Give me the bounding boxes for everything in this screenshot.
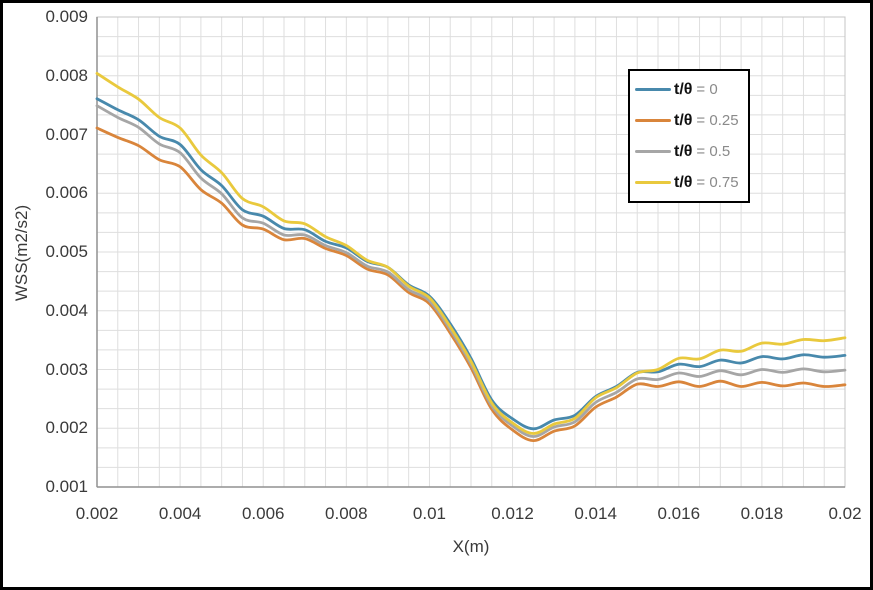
x-axis-title: X(m) [452,537,490,556]
series-line-3 [95,72,847,435]
series-line-0 [95,97,847,431]
y-tick-label: 0.003 [45,359,88,379]
legend-label-symbol: t/θ [674,111,693,129]
legend-label-symbol: t/θ [674,80,693,98]
series-line-1 [95,126,847,443]
y-tick-label: 0.009 [45,7,88,26]
legend-item: t/θ = 0.75 [630,174,748,192]
legend-line-swatch [635,181,671,184]
legend-item: t/θ = 0 [630,81,748,99]
legend-label-value: = 0 [696,81,718,98]
y-tick-label: 0.001 [45,477,88,496]
legend-label-symbol: t/θ [674,142,693,160]
y-tick-label: 0.008 [45,65,88,85]
y-tick-label: 0.005 [45,242,88,261]
x-tick-label: 0.018 [740,504,784,523]
x-tick-label: 0.006 [241,504,285,523]
legend-label-value: = 0.75 [696,174,739,191]
y-tick-label: 0.007 [45,124,88,144]
y-tick-label: 0.002 [45,418,88,438]
x-tick-label: 0.02 [828,504,862,523]
legend-line-swatch [635,150,671,153]
y-tick-label: 0.006 [45,183,88,203]
y-tick-label: 0.004 [45,300,88,320]
legend-line-swatch [635,88,671,91]
x-tick-label: 0.016 [657,504,701,523]
legend-line-swatch [635,119,671,122]
legend-item: t/θ = 0.5 [630,143,748,161]
legend-label-symbol: t/θ [674,173,693,191]
x-tick-label: 0.014 [574,504,617,523]
x-tick-label: 0.012 [491,504,534,523]
x-tick-label: 0.008 [325,504,368,523]
legend-label-value: = 0.5 [696,143,731,160]
legend-label-value: = 0.25 [696,112,739,129]
legend-item: t/θ = 0.25 [630,112,748,130]
x-tick-label: 0.002 [75,504,119,523]
x-tick-label: 0.004 [158,504,202,523]
legend: t/θ = 0 t/θ = 0.25 t/θ = 0.5 t/θ = 0.75 [628,69,750,203]
x-tick-label: 0.01 [412,504,446,523]
